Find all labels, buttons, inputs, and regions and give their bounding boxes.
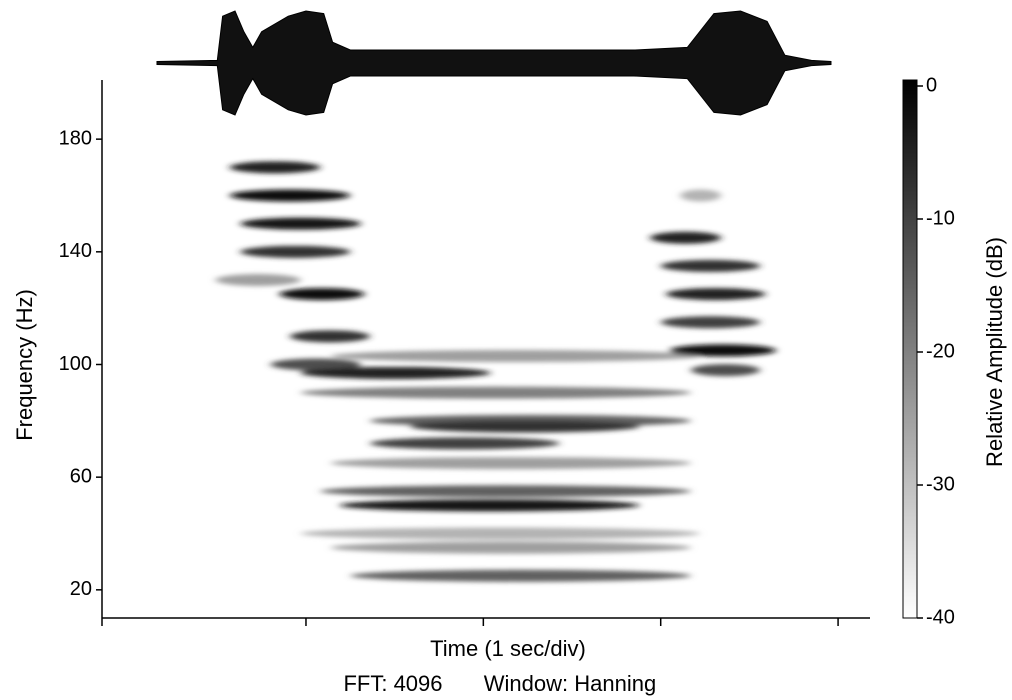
colorbar-tick-label: -30 [926, 473, 955, 495]
spectral-streak [300, 386, 691, 399]
spectral-streak [680, 189, 722, 202]
colorbar-tick-label: 0 [926, 74, 937, 96]
colorbar-tick-label: -10 [926, 207, 955, 229]
spectral-streak [240, 245, 351, 258]
spectral-streak [279, 288, 365, 301]
spectral-streak [229, 161, 321, 174]
spectral-streak [660, 259, 761, 272]
spectral-streak [369, 437, 560, 450]
spectral-streak [300, 527, 700, 540]
spectral-streak [229, 189, 351, 202]
y-axis-title: Frequency (Hz) [12, 289, 37, 441]
y-tick-label: 180 [59, 127, 92, 149]
spectral-streak [330, 350, 700, 363]
spectral-streak [270, 358, 361, 371]
axes: 20 60 100 140 180 0 -10 -20 -30 -40 [59, 10, 955, 628]
spectral-streak [350, 569, 691, 582]
spectral-streak [666, 288, 766, 301]
y-tick-label: 100 [59, 353, 92, 375]
spectral-streak [690, 364, 761, 377]
spectral-streak [290, 330, 370, 343]
spectral-streak [660, 316, 761, 329]
x-axis-title: Time (1 sec/div) [430, 636, 586, 661]
spectral-streak [330, 457, 691, 470]
spectral-streak [215, 273, 301, 286]
fft-note: FFT: 4096 [343, 671, 442, 696]
colorbar-tick-label: -40 [926, 606, 955, 628]
y-tick-label: 60 [70, 465, 92, 487]
spectral-streak [410, 420, 640, 433]
spectral-streak [330, 541, 691, 554]
y-tick-label: 140 [59, 240, 92, 262]
colorbar-title: Relative Amplitude (dB) [982, 237, 1007, 467]
y-tick-label: 20 [70, 578, 92, 600]
spectral-streak [339, 499, 640, 512]
spectral-streak [320, 485, 691, 498]
colorbar-tick-label: -20 [926, 340, 955, 362]
waveform [156, 10, 832, 116]
window-note: Window: Hanning [484, 671, 656, 696]
spectral-streak [669, 344, 776, 357]
colorbar [902, 79, 918, 619]
spectral-streak [240, 217, 361, 230]
spectral-streak [300, 366, 491, 379]
spectral-streak [650, 231, 722, 244]
spectrogram [215, 161, 776, 582]
